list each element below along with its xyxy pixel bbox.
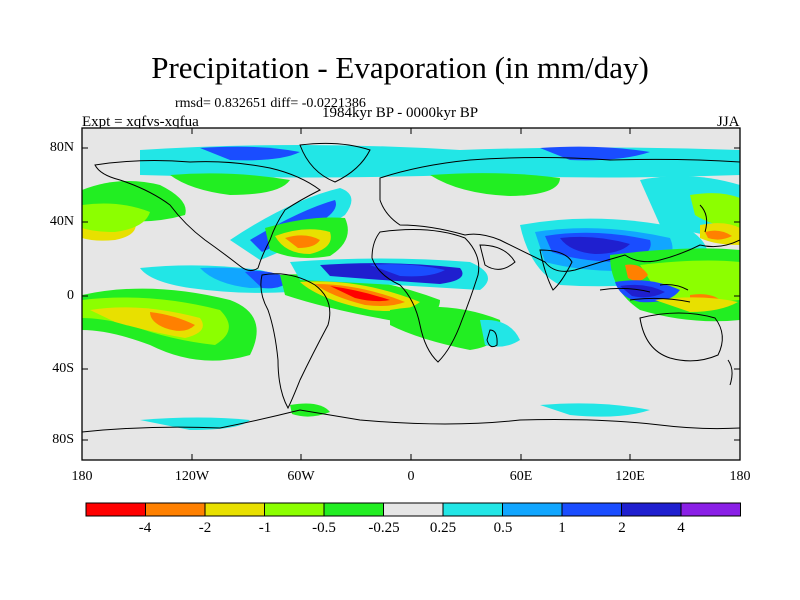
field-npac-lime (82, 203, 150, 232)
colorbar-box (264, 502, 325, 517)
field-sahel-violet (370, 264, 445, 277)
field-so-cyan2 (540, 403, 650, 417)
field-siberia-green (430, 173, 560, 196)
field-arctic-blue (200, 146, 300, 161)
field-spac-orange (150, 312, 195, 331)
coast-indonesia (599, 284, 691, 303)
lat-ticks (82, 147, 740, 441)
field-india-navy (560, 236, 630, 254)
field-so-cyan1 (140, 417, 250, 430)
lat-label-80n: 80N (49, 140, 74, 155)
field-safr-cyan (480, 319, 520, 347)
colorbar (85, 502, 741, 517)
coast-north-america (94, 160, 321, 272)
colorbar-box (204, 502, 265, 517)
colorbar-box (502, 502, 563, 517)
colorbar-label: 1 (558, 520, 566, 536)
experiment-label: Expt = xqfvs-xqfua (82, 114, 199, 130)
colorbar-label: 0.5 (493, 520, 513, 536)
field-arctic-blue2 (540, 146, 650, 161)
colorbar-label: -0.5 (312, 520, 336, 536)
coast-arabia (479, 244, 516, 270)
lon-label-60e: 60E (509, 469, 533, 484)
colorbar-box (85, 502, 146, 517)
field-canada-green (170, 173, 290, 195)
coast-australia (639, 312, 723, 362)
lon-ticks (81, 128, 741, 460)
colorbar-box (561, 502, 622, 517)
colorbar-label: -1 (258, 520, 272, 536)
coast-new-zealand (727, 359, 733, 386)
lon-label-60w: 60W (287, 469, 315, 484)
lon-label-0: 0 (407, 469, 415, 484)
stats-text: rmsd= 0.832651 diff= -0.0221386 (175, 96, 366, 111)
colorbar-label: -2 (198, 520, 212, 536)
map-title: Precipitation - Evaporation (in mm/day) (151, 50, 649, 85)
field-cam-deep (245, 271, 290, 289)
field-satl-green (390, 306, 501, 350)
field-tatl-red (330, 286, 390, 302)
colorbar-label: 4 (677, 520, 685, 536)
colorbar-box (383, 502, 444, 517)
lon-label-120w: 120W (174, 469, 210, 484)
field-eq-yellow (655, 297, 738, 312)
colorbar-label: -0.25 (368, 520, 400, 536)
lon-label-120e: 120E (615, 469, 645, 484)
colorbar-box (323, 502, 384, 517)
colorbar-box (621, 502, 682, 517)
lon-label-180e: 180 (729, 469, 751, 484)
colorbar-label: -4 (138, 520, 152, 536)
field-easia-orange (705, 230, 732, 240)
colorbar-box (442, 502, 503, 517)
field-wpac-navy (620, 284, 665, 298)
lat-label-40n: 40N (49, 214, 74, 229)
period-label: 1984kyr BP - 0000kyr BP (322, 105, 479, 121)
coast-eurasia (379, 157, 740, 272)
coast-africa (371, 229, 480, 363)
coast-japan (699, 204, 708, 233)
colorbar-label: 0.25 (429, 520, 457, 536)
colorbar-box (680, 502, 741, 517)
field-layer (82, 145, 740, 430)
lat-label-80s: 80S (52, 432, 74, 447)
coast-madagascar (486, 329, 498, 348)
coast-india (539, 249, 573, 291)
lat-label-0: 0 (67, 288, 74, 303)
field-wpac-orange (625, 264, 648, 281)
lon-label-180w: 180 (71, 469, 93, 484)
colorbar-label: 2 (618, 520, 626, 536)
coast-antarctica (82, 409, 740, 433)
colorbar-box (145, 502, 206, 517)
field-natl-orange (285, 235, 320, 248)
coast-greenland (299, 142, 371, 183)
season-label: JJA (717, 114, 740, 130)
coast-south-america (260, 273, 331, 410)
lat-label-40s: 40S (52, 361, 74, 376)
coastlines (82, 142, 740, 433)
field-easia-lime (690, 193, 740, 230)
